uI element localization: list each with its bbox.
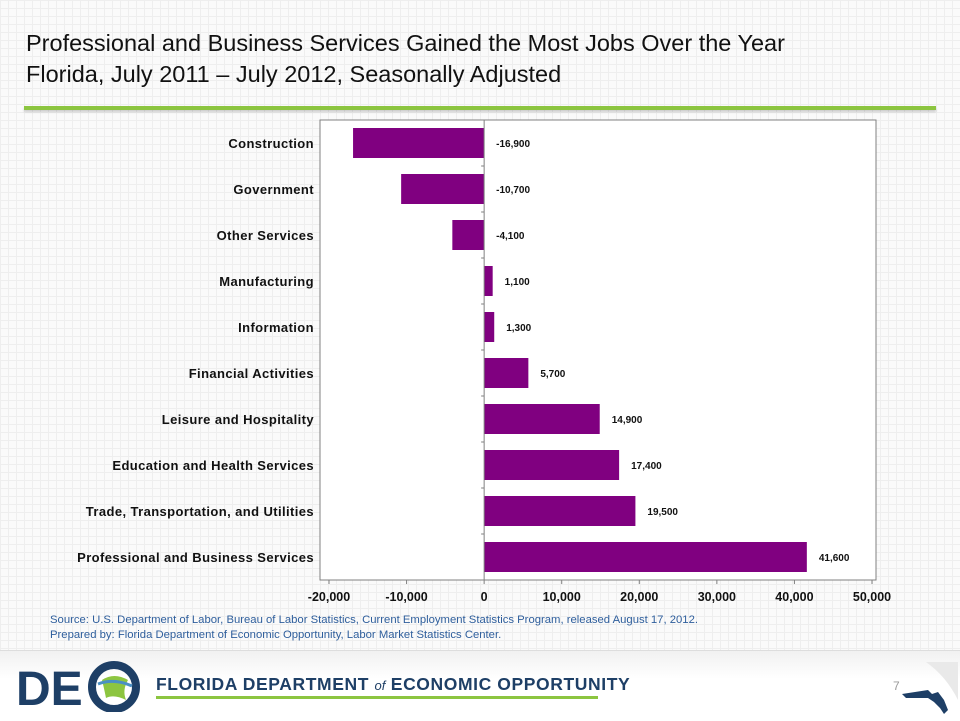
- x-tick-label: 0: [481, 590, 488, 604]
- category-label: Manufacturing: [219, 274, 314, 289]
- bar: [401, 174, 485, 204]
- category-label: Other Services: [217, 228, 314, 243]
- data-label: 5,700: [540, 369, 565, 380]
- data-label: 1,100: [505, 277, 530, 288]
- source-line-1: Source: U.S. Department of Labor, Bureau…: [50, 614, 699, 626]
- x-tick-label: -20,000: [308, 590, 350, 604]
- x-tick-label: -10,000: [385, 590, 427, 604]
- bar: [452, 220, 485, 250]
- x-tick-label: 40,000: [775, 590, 813, 604]
- logo-globe-swoosh: [97, 679, 133, 688]
- bar: [484, 266, 493, 296]
- bar: [484, 450, 620, 480]
- bar: [484, 542, 807, 572]
- category-label: Information: [238, 320, 314, 335]
- data-label: 19,500: [647, 507, 678, 518]
- data-label: -4,100: [496, 231, 525, 242]
- title-line-2: Florida, July 2011 – July 2012, Seasonal…: [26, 61, 562, 87]
- bar: [484, 404, 600, 434]
- florida-shape: [902, 690, 948, 714]
- title-divider: [24, 106, 936, 110]
- x-tick-label: 10,000: [543, 590, 581, 604]
- bar: [484, 312, 495, 342]
- corner-swoosh: [926, 662, 958, 700]
- data-label: 14,900: [612, 415, 643, 426]
- x-tick-label: 30,000: [698, 590, 736, 604]
- axis-layer: [328, 119, 873, 584]
- category-label: Professional and Business Services: [77, 550, 314, 565]
- footer-org-name: FLORIDA DEPARTMENT of ECONOMIC OPPORTUNI…: [156, 674, 631, 694]
- deo-logo: DE: [16, 661, 140, 712]
- data-label: 1,300: [506, 323, 531, 334]
- labels-layer: Construction -16,900 Government -10,700 Othe…: [77, 136, 891, 604]
- data-label: 41,600: [819, 553, 850, 564]
- category-label: Construction: [228, 136, 314, 151]
- source-line-2: Prepared by: Florida Department of Econo…: [50, 629, 502, 641]
- bar: [484, 358, 529, 388]
- slide-title: Professional and Business Services Gaine…: [26, 28, 936, 90]
- bar-chart: Construction -16,900 Government -10,700 Othe…: [77, 119, 891, 604]
- category-label: Leisure and Hospitality: [162, 412, 315, 427]
- bar: [484, 496, 636, 526]
- x-tick-label: 20,000: [620, 590, 658, 604]
- logo-globe-ring: [88, 661, 140, 712]
- category-label: Financial Activities: [189, 366, 314, 381]
- x-tick-label: 50,000: [853, 590, 891, 604]
- data-label: 17,400: [631, 461, 662, 472]
- logo-letters: DE: [16, 663, 83, 712]
- data-label: -16,900: [496, 139, 530, 150]
- bars-layer: [353, 128, 807, 572]
- florida-icon: [902, 662, 958, 714]
- source-note: Source: U.S. Department of Labor, Bureau…: [50, 613, 910, 643]
- bar: [353, 128, 485, 158]
- logo-globe-land: [102, 676, 128, 700]
- title-line-1: Professional and Business Services Gaine…: [26, 30, 785, 56]
- footer-org-underline: [156, 696, 598, 699]
- footer-bar: [0, 650, 960, 721]
- category-label: Government: [233, 182, 314, 197]
- category-label: Trade, Transportation, and Utilities: [86, 504, 314, 519]
- category-label: Education and Health Services: [112, 458, 314, 473]
- page-number: 7: [893, 679, 900, 693]
- data-label: -10,700: [496, 185, 530, 196]
